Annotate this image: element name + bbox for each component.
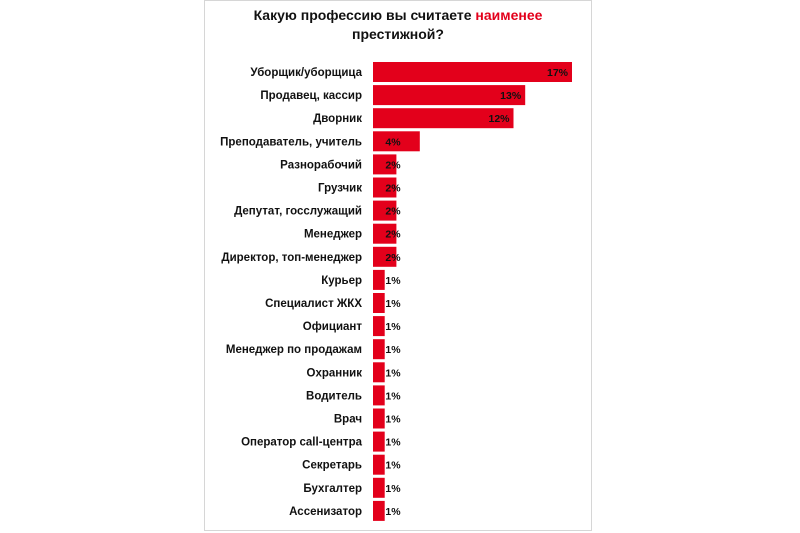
value-label-2: 13% [500, 90, 522, 102]
value-label-18: 1% [385, 460, 401, 472]
bar-18 [373, 454, 385, 475]
category-label-15: Водитель [306, 390, 362, 402]
category-label-14: Охранник [307, 367, 363, 379]
bar-1 [373, 62, 572, 82]
value-label-9: 2% [385, 252, 401, 264]
category-label-12: Официант [303, 321, 363, 333]
category-label-9: Директор, топ-менеджер [221, 252, 362, 264]
bar-12 [373, 316, 385, 337]
value-label-13: 1% [385, 344, 401, 356]
value-label-3: 12% [488, 113, 510, 125]
value-label-1: 17% [547, 67, 569, 79]
bar-5 [373, 154, 397, 175]
category-label-8: Менеджер [304, 229, 362, 241]
value-label-5: 2% [385, 159, 401, 171]
chart-title: Какую профессию вы считаете наименее пре… [204, 6, 592, 44]
bar-2 [373, 85, 526, 106]
value-label-12: 1% [385, 321, 401, 333]
bar-20 [373, 500, 385, 521]
title-part2: престижной? [352, 26, 444, 42]
value-labels: 17% 13% 12% 4% 2% 2% 2% 2% 2% 1% 1% 1% 1% 1% 1% 1% 1% 1% 1… [385, 67, 568, 518]
category-label-3: Дворник [313, 113, 362, 125]
value-label-8: 2% [385, 229, 401, 241]
bar-17 [373, 431, 385, 452]
bar-11 [373, 293, 385, 313]
value-label-19: 1% [385, 483, 401, 495]
bar-8 [373, 223, 397, 244]
bar-10 [373, 269, 385, 290]
category-label-10: Курьер [321, 275, 362, 287]
bar-14 [373, 362, 385, 383]
value-label-10: 1% [385, 275, 401, 287]
category-label-6: Грузчик [318, 183, 362, 195]
category-label-16: Врач [334, 414, 362, 426]
category-label-1: Уборщик/уборщица [250, 67, 362, 79]
value-label-6: 2% [385, 183, 401, 195]
bars-group [373, 62, 572, 521]
bar-13 [373, 339, 385, 360]
bar-4 [373, 131, 420, 152]
value-label-14: 1% [385, 367, 401, 379]
category-label-11: Специалист ЖКХ [265, 298, 362, 310]
category-label-19: Бухгалтер [303, 483, 362, 495]
bar-3 [373, 108, 514, 129]
value-label-20: 1% [385, 506, 401, 518]
value-label-16: 1% [385, 414, 401, 426]
value-label-4: 4% [385, 136, 401, 148]
bar-19 [373, 477, 385, 498]
bar-9 [373, 246, 397, 267]
category-label-4: Преподаватель, учитель [220, 136, 362, 148]
category-label-17: Оператор call-центра [241, 437, 363, 449]
category-label-7: Депутат, госслужащий [234, 206, 362, 218]
category-label-18: Секретарь [302, 460, 362, 472]
category-label-5: Разнорабочий [280, 159, 362, 171]
category-label-20: Ассенизатор [289, 506, 362, 518]
value-label-7: 2% [385, 206, 401, 218]
title-highlight: наименее [475, 7, 543, 23]
value-label-17: 1% [385, 437, 401, 449]
bar-7 [373, 200, 397, 221]
bar-6 [373, 177, 397, 198]
category-label-13: Менеджер по продажам [226, 344, 362, 356]
bar-16 [373, 408, 385, 429]
category-labels: Уборщик/уборщица Продавец, кассир Дворник П… [220, 67, 362, 518]
title-part1: Какую профессию вы считаете [253, 7, 472, 23]
bar-15 [373, 385, 385, 406]
value-label-15: 1% [385, 390, 401, 402]
category-label-2: Продавец, кассир [260, 90, 362, 102]
value-label-11: 1% [385, 298, 401, 310]
